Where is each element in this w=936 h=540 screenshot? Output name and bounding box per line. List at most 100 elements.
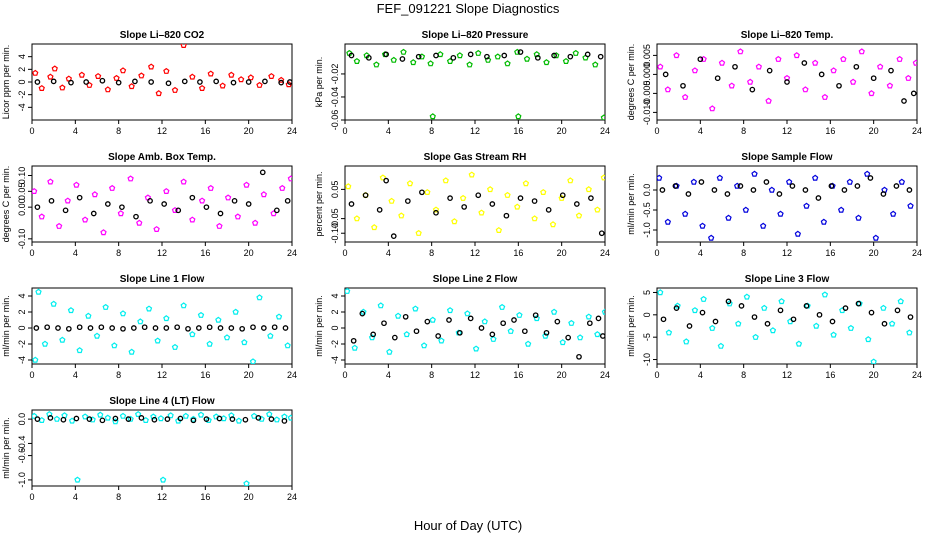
data-point: [203, 204, 210, 211]
x-tick-label: 8: [429, 248, 434, 258]
data-points: [32, 169, 292, 236]
data-point: [275, 313, 283, 320]
data-point: [130, 325, 137, 331]
data-point: [789, 183, 796, 189]
data-point: [365, 54, 372, 61]
data-point: [424, 188, 431, 195]
y-axis-label: ml/min per min.: [314, 295, 324, 357]
data-point: [828, 183, 835, 189]
panel-title: Slope Li–820 Pressure: [422, 30, 529, 41]
data-point: [348, 52, 355, 59]
x-tick-label: 8: [116, 126, 121, 136]
x-tick-label: 0: [654, 370, 659, 380]
data-point: [67, 307, 75, 314]
data-point: [119, 204, 125, 211]
data-point: [690, 178, 698, 185]
data-point: [379, 174, 387, 181]
data-point: [404, 198, 411, 204]
y-tick-label: 5: [642, 290, 652, 295]
data-point: [498, 303, 506, 310]
x-tick-label: 0: [342, 248, 347, 258]
data-point: [531, 215, 538, 222]
data-point: [418, 53, 426, 60]
data-point: [686, 323, 693, 329]
data-point: [171, 86, 179, 93]
y-axis-label: ml/min per min.: [1, 417, 11, 479]
x-tick-label: 12: [157, 492, 167, 502]
data-point: [55, 325, 61, 331]
data-point: [813, 322, 820, 329]
data-point: [746, 78, 754, 85]
data-point: [206, 324, 213, 331]
data-point: [514, 203, 521, 210]
data-point: [751, 170, 758, 177]
data-point: [829, 318, 836, 325]
data-point: [38, 84, 45, 92]
data-point: [394, 312, 402, 319]
data-point: [353, 215, 361, 222]
data-point: [515, 113, 522, 120]
panel-title: Slope Li–820 CO2: [120, 30, 205, 41]
data-point: [163, 187, 170, 194]
data-point: [104, 86, 112, 93]
x-tick-label: 4: [386, 248, 391, 258]
data-point: [242, 416, 249, 423]
data-point: [102, 303, 109, 310]
data-point: [551, 52, 557, 59]
data-point: [112, 415, 119, 422]
data-point: [99, 417, 106, 424]
data-point: [901, 98, 907, 104]
data-point: [484, 53, 490, 60]
y-tick-label: -2: [330, 340, 340, 348]
data-point: [837, 206, 845, 213]
data-point: [821, 291, 829, 298]
x-tick-label: 24: [600, 248, 610, 258]
data-points: [657, 170, 914, 241]
data-point: [205, 416, 212, 423]
data-point: [47, 415, 54, 421]
y-tick-label: 4: [17, 293, 27, 298]
data-point: [868, 309, 875, 316]
data-point: [586, 320, 593, 327]
data-point: [784, 79, 790, 85]
data-point: [707, 234, 715, 241]
data-point: [241, 339, 248, 346]
data-point: [461, 204, 468, 210]
data-point: [258, 415, 265, 422]
x-tick-label: 20: [244, 492, 254, 502]
data-point: [764, 320, 771, 327]
data-point: [775, 55, 782, 62]
data-point: [228, 71, 235, 78]
data-point: [575, 212, 583, 219]
data-point: [699, 309, 706, 316]
data-point: [429, 316, 436, 323]
data-point: [870, 75, 877, 82]
data-point: [700, 295, 707, 302]
data-point: [576, 334, 584, 341]
y-tick-label: 2: [17, 309, 27, 314]
data-point: [345, 183, 352, 190]
data-point: [147, 197, 153, 204]
data-point: [737, 48, 744, 55]
data-point: [742, 206, 750, 213]
data-point: [830, 331, 837, 338]
panel-1: Slope Li–820 CO2 Licor ppm per min. 0 4 8 12 1…: [1, 30, 297, 136]
y-axis-label: percent per min.: [314, 171, 324, 236]
data-point: [811, 59, 819, 66]
data-point: [763, 179, 770, 185]
data-point: [197, 79, 203, 85]
data-point: [503, 212, 510, 219]
data-point: [76, 194, 83, 201]
data-point: [229, 416, 236, 422]
data-point: [81, 216, 89, 223]
data-point: [700, 55, 707, 62]
data-point: [207, 70, 214, 77]
y-tick-label: 4: [17, 54, 27, 59]
data-point: [446, 317, 452, 323]
data-point: [62, 207, 69, 214]
data-point: [494, 53, 501, 60]
data-point: [585, 186, 592, 193]
data-point: [712, 318, 719, 325]
data-point: [177, 415, 184, 422]
